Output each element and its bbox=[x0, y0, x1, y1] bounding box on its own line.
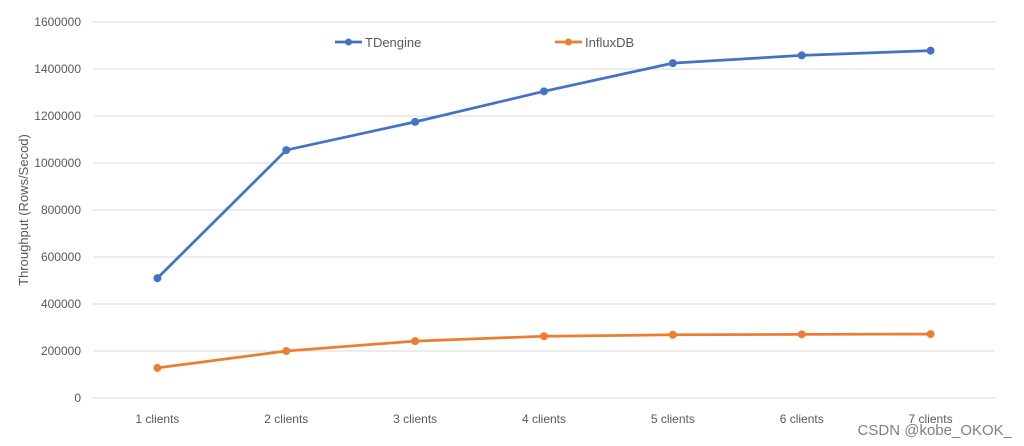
y-tick-label: 600000 bbox=[41, 250, 81, 264]
data-point-tdengine bbox=[153, 274, 162, 283]
series-line-tdengine bbox=[156, 49, 932, 280]
legend: TDengine InfluxDB bbox=[335, 35, 634, 50]
legend-label: TDengine bbox=[365, 35, 421, 50]
grid-layer bbox=[93, 21, 995, 399]
x-tick-label: 1 clients bbox=[135, 412, 179, 426]
data-point-tdengine bbox=[540, 87, 548, 96]
legend-swatch-marker bbox=[565, 38, 572, 46]
x-tick-label: 3 clients bbox=[393, 412, 437, 426]
y-tick-label: 1400000 bbox=[34, 62, 81, 76]
y-axis-title: Throughput (Rows/Secod) bbox=[16, 134, 31, 286]
data-point-tdengine bbox=[926, 46, 935, 55]
data-point-influxdb bbox=[926, 330, 935, 339]
data-point-influxdb bbox=[540, 332, 548, 341]
x-tick-label: 6 clients bbox=[780, 412, 824, 426]
y-tick-label: 1600000 bbox=[34, 15, 81, 29]
x-tick-label: 7 clients bbox=[909, 412, 953, 426]
data-point-tdengine bbox=[668, 59, 677, 68]
y-tick-label: 800000 bbox=[41, 203, 81, 217]
y-tick-label: 0 bbox=[74, 391, 81, 405]
x-tick-label: 2 clients bbox=[264, 412, 308, 426]
data-point-tdengine bbox=[282, 146, 291, 155]
watermark-text: CSDN @kobe_OKOK_ bbox=[858, 422, 1013, 439]
legend-swatch-marker bbox=[345, 38, 352, 46]
data-point-influxdb bbox=[282, 347, 291, 355]
data-point-influxdb bbox=[797, 330, 806, 339]
x-tick-label: 4 clients bbox=[522, 412, 566, 426]
axis-layer: 0 200000 400000 600000 800000 1000000 1200000 1… bbox=[34, 15, 952, 426]
x-tick-label: 5 clients bbox=[651, 412, 695, 426]
y-tick-label: 400000 bbox=[41, 297, 81, 311]
data-point-influxdb bbox=[411, 337, 420, 346]
y-tick-label: 1200000 bbox=[34, 109, 81, 123]
data-point-influxdb bbox=[668, 330, 677, 339]
series-layer bbox=[153, 46, 935, 372]
y-tick-label: 1000000 bbox=[34, 156, 81, 170]
data-point-tdengine bbox=[411, 117, 420, 126]
y-tick-label: 200000 bbox=[41, 344, 81, 358]
data-point-influxdb bbox=[153, 363, 162, 372]
legend-label: InfluxDB bbox=[585, 35, 634, 50]
data-point-tdengine bbox=[797, 51, 806, 60]
